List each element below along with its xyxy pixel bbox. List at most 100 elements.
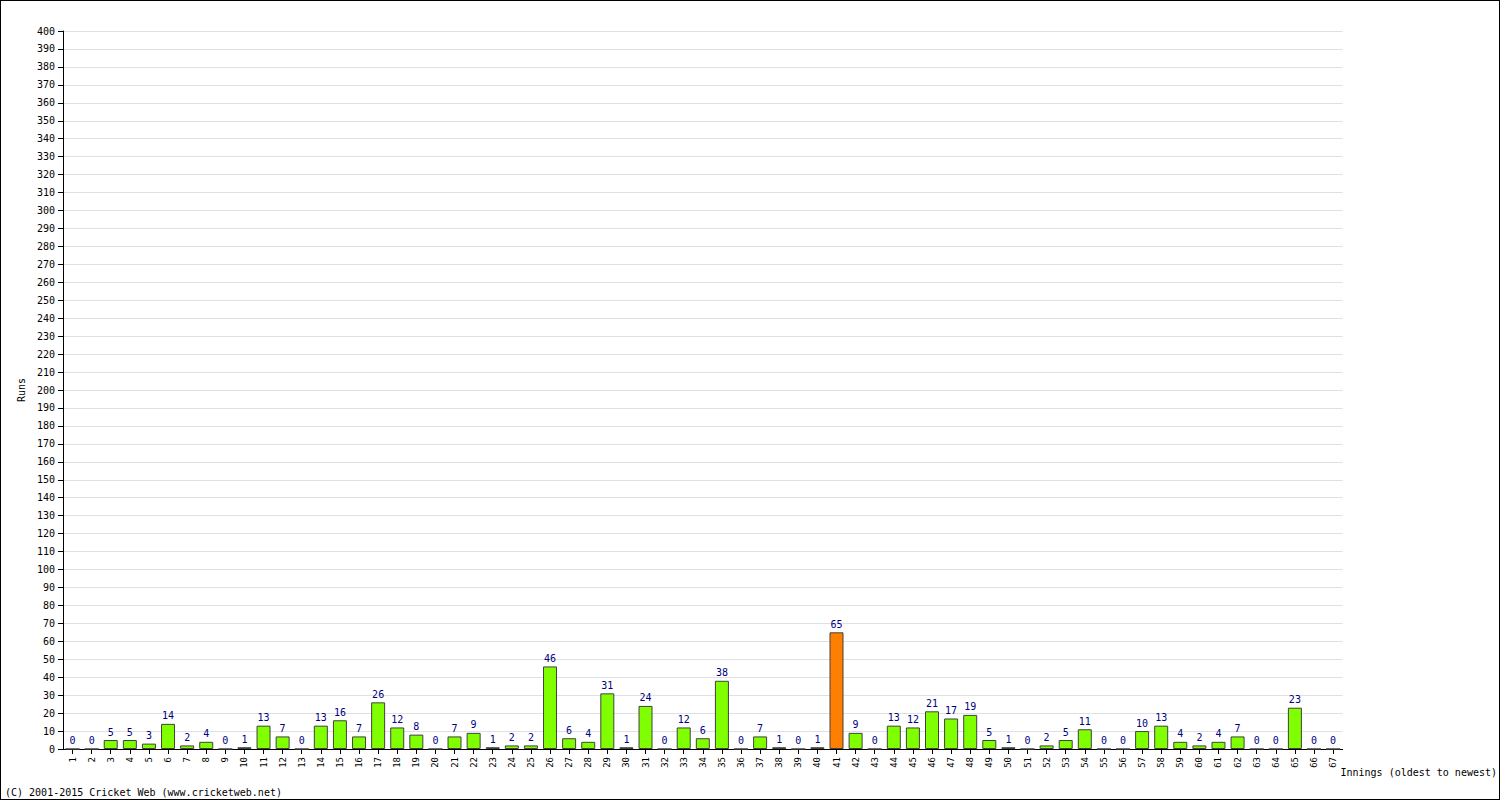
svg-text:55: 55 bbox=[1099, 757, 1109, 768]
svg-text:0: 0 bbox=[49, 744, 55, 755]
svg-text:1: 1 bbox=[1005, 734, 1011, 745]
svg-text:19: 19 bbox=[411, 757, 421, 768]
svg-text:7: 7 bbox=[280, 723, 286, 734]
svg-text:0: 0 bbox=[1024, 735, 1030, 746]
svg-text:6: 6 bbox=[700, 725, 706, 736]
svg-text:53: 53 bbox=[1061, 757, 1071, 768]
svg-text:3: 3 bbox=[146, 730, 152, 741]
svg-text:300: 300 bbox=[37, 205, 55, 216]
svg-text:0: 0 bbox=[222, 735, 228, 746]
svg-text:150: 150 bbox=[37, 474, 55, 485]
svg-text:11: 11 bbox=[1079, 716, 1091, 727]
svg-text:1: 1 bbox=[241, 734, 247, 745]
svg-text:9: 9 bbox=[471, 719, 477, 730]
svg-text:59: 59 bbox=[1175, 757, 1185, 768]
svg-text:130: 130 bbox=[37, 510, 55, 521]
svg-text:4: 4 bbox=[125, 757, 135, 762]
svg-text:7: 7 bbox=[182, 757, 192, 762]
svg-text:200: 200 bbox=[37, 385, 55, 396]
svg-text:21: 21 bbox=[926, 698, 938, 709]
svg-text:180: 180 bbox=[37, 420, 55, 431]
svg-text:12: 12 bbox=[907, 714, 919, 725]
svg-text:65: 65 bbox=[1290, 757, 1300, 768]
svg-text:7: 7 bbox=[452, 723, 458, 734]
svg-text:31: 31 bbox=[641, 757, 651, 768]
svg-text:1: 1 bbox=[776, 734, 782, 745]
svg-text:12: 12 bbox=[278, 757, 288, 768]
svg-text:43: 43 bbox=[870, 757, 880, 768]
svg-text:210: 210 bbox=[37, 367, 55, 378]
svg-text:Innings (oldest to newest): Innings (oldest to newest) bbox=[1340, 767, 1497, 778]
svg-text:13: 13 bbox=[888, 712, 900, 723]
svg-text:80: 80 bbox=[43, 600, 55, 611]
svg-text:20: 20 bbox=[430, 757, 440, 768]
svg-text:340: 340 bbox=[37, 133, 55, 144]
svg-text:14: 14 bbox=[316, 757, 326, 768]
svg-text:100: 100 bbox=[37, 564, 55, 575]
svg-text:29: 29 bbox=[602, 757, 612, 768]
svg-text:0: 0 bbox=[1330, 735, 1336, 746]
svg-text:60: 60 bbox=[1194, 757, 1204, 768]
svg-text:270: 270 bbox=[37, 259, 55, 270]
svg-text:0: 0 bbox=[662, 735, 668, 746]
svg-text:14: 14 bbox=[162, 710, 174, 721]
svg-text:50: 50 bbox=[43, 654, 55, 665]
svg-text:0: 0 bbox=[1101, 735, 1107, 746]
svg-text:110: 110 bbox=[37, 546, 55, 557]
svg-text:350: 350 bbox=[37, 115, 55, 126]
svg-text:57: 57 bbox=[1137, 757, 1147, 768]
svg-text:6: 6 bbox=[163, 757, 173, 762]
svg-text:1: 1 bbox=[68, 757, 78, 762]
svg-text:2: 2 bbox=[509, 732, 515, 743]
svg-text:140: 140 bbox=[37, 492, 55, 503]
svg-text:39: 39 bbox=[793, 757, 803, 768]
svg-text:17: 17 bbox=[945, 705, 957, 716]
svg-text:4: 4 bbox=[203, 728, 209, 739]
svg-text:2: 2 bbox=[1044, 732, 1050, 743]
svg-text:40: 40 bbox=[43, 672, 55, 683]
svg-text:260: 260 bbox=[37, 277, 55, 288]
svg-text:190: 190 bbox=[37, 402, 55, 413]
svg-text:11: 11 bbox=[259, 757, 269, 768]
svg-text:7: 7 bbox=[356, 723, 362, 734]
svg-text:4: 4 bbox=[585, 728, 591, 739]
svg-text:0: 0 bbox=[872, 735, 878, 746]
svg-text:280: 280 bbox=[37, 241, 55, 252]
svg-text:290: 290 bbox=[37, 223, 55, 234]
svg-text:66: 66 bbox=[1309, 757, 1319, 768]
svg-text:10: 10 bbox=[43, 726, 55, 737]
svg-text:4: 4 bbox=[1215, 728, 1221, 739]
svg-text:26: 26 bbox=[545, 757, 555, 768]
svg-text:1: 1 bbox=[814, 734, 820, 745]
svg-text:390: 390 bbox=[37, 43, 55, 54]
svg-text:46: 46 bbox=[927, 757, 937, 768]
svg-text:1: 1 bbox=[490, 734, 496, 745]
svg-text:16: 16 bbox=[334, 707, 346, 718]
svg-text:2: 2 bbox=[87, 757, 97, 762]
svg-text:70: 70 bbox=[43, 618, 55, 629]
svg-text:30: 30 bbox=[621, 757, 631, 768]
svg-text:9: 9 bbox=[853, 719, 859, 730]
svg-text:23: 23 bbox=[488, 757, 498, 768]
svg-text:23: 23 bbox=[1289, 694, 1301, 705]
svg-text:330: 330 bbox=[37, 151, 55, 162]
svg-text:320: 320 bbox=[37, 169, 55, 180]
svg-text:38: 38 bbox=[716, 667, 728, 678]
svg-text:33: 33 bbox=[679, 757, 689, 768]
svg-text:21: 21 bbox=[450, 757, 460, 768]
svg-text:36: 36 bbox=[736, 757, 746, 768]
svg-text:32: 32 bbox=[660, 757, 670, 768]
svg-text:0: 0 bbox=[795, 735, 801, 746]
svg-text:62: 62 bbox=[1233, 757, 1243, 768]
svg-text:42: 42 bbox=[851, 757, 861, 768]
svg-text:6: 6 bbox=[566, 725, 572, 736]
svg-text:28: 28 bbox=[583, 757, 593, 768]
svg-text:37: 37 bbox=[755, 757, 765, 768]
svg-text:13: 13 bbox=[1155, 712, 1167, 723]
svg-text:2: 2 bbox=[184, 732, 190, 743]
svg-text:370: 370 bbox=[37, 79, 55, 90]
svg-text:230: 230 bbox=[37, 331, 55, 342]
svg-text:5: 5 bbox=[144, 757, 154, 762]
svg-text:250: 250 bbox=[37, 295, 55, 306]
svg-text:7: 7 bbox=[1235, 723, 1241, 734]
